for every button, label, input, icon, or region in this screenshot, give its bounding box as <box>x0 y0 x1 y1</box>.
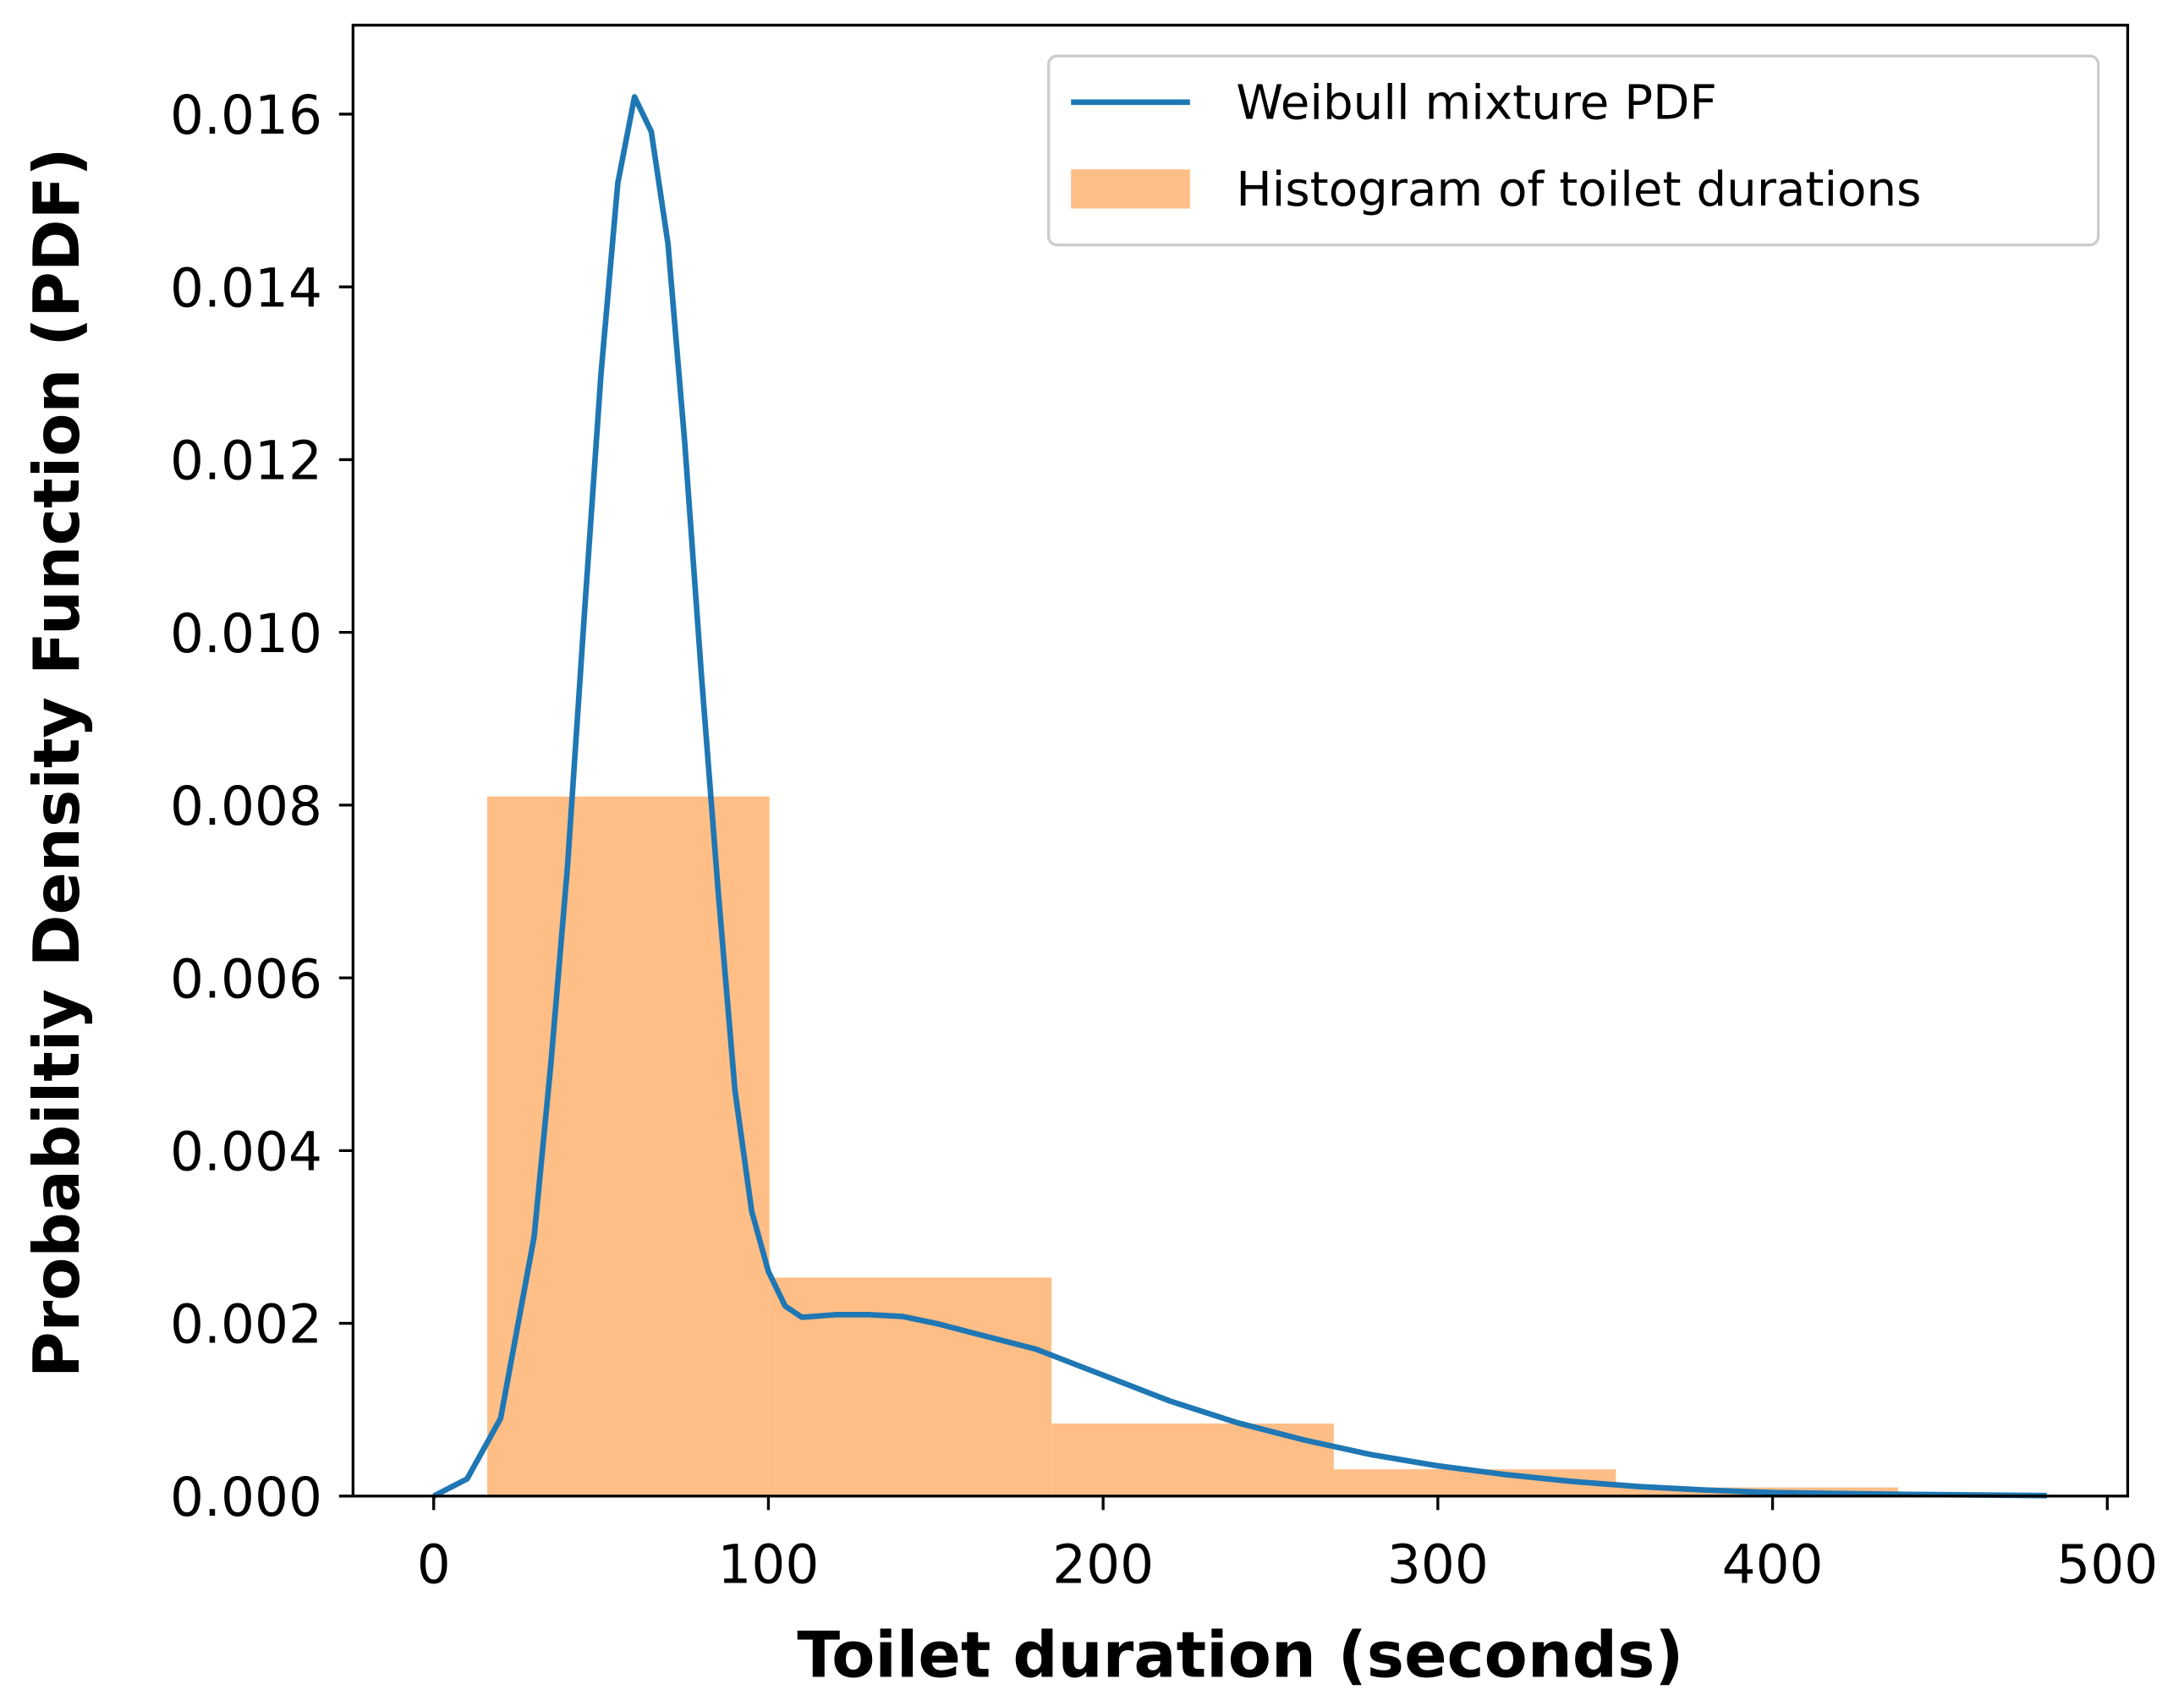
y-tick-label: 0.016 <box>170 85 322 146</box>
plot-frame <box>351 24 2130 1498</box>
x-tick-label: 500 <box>2056 1533 2158 1595</box>
y-tick-label: 0.002 <box>170 1294 322 1356</box>
pdf-line <box>432 94 2048 1499</box>
legend-label: Weibull mixture PDF <box>1236 76 1716 131</box>
x-tick-label: 0 <box>417 1533 451 1595</box>
legend-patch <box>1071 169 1190 209</box>
y-tick-label: 0.000 <box>170 1467 322 1528</box>
y-tick-label: 0.004 <box>170 1122 322 1183</box>
legend-box <box>1047 54 2100 247</box>
x-tick-label: 400 <box>1722 1533 1824 1595</box>
y-tick-label: 0.014 <box>170 257 322 319</box>
y-tick-label: 0.008 <box>170 776 322 837</box>
x-tick-label: 300 <box>1387 1533 1489 1595</box>
y-tick-label: 0.010 <box>170 603 322 665</box>
x-tick-label: 200 <box>1052 1533 1154 1595</box>
y-tick-label: 0.006 <box>170 948 322 1010</box>
histogram-bar <box>487 796 770 1496</box>
y-axis-label: Probabiltiy Density Function (PDF) <box>20 148 94 1379</box>
x-axis-label: Toilet duration (seconds) <box>797 1618 1683 1692</box>
legend-label: Histogram of toilet durations <box>1236 162 1921 217</box>
histogram-bar <box>769 1277 1052 1496</box>
y-tick-label: 0.012 <box>170 431 322 492</box>
x-tick-label: 100 <box>717 1533 819 1595</box>
